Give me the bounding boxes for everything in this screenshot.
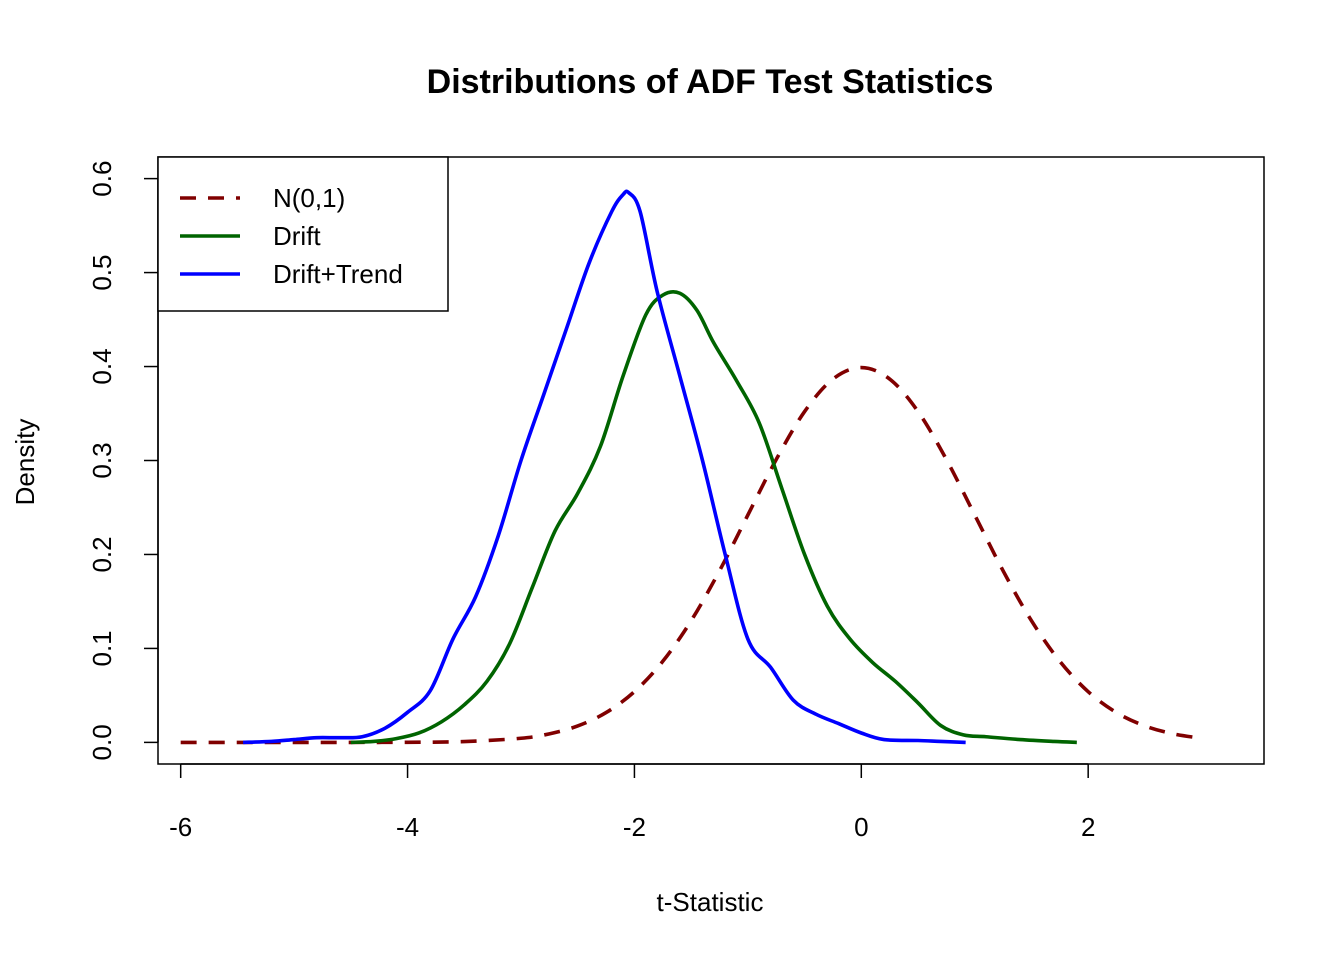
legend-box xyxy=(157,156,449,312)
legend: N(0,1) Drift Drift+Trend xyxy=(157,156,449,312)
y-tick-label: 0.2 xyxy=(87,536,117,572)
series-group xyxy=(180,189,1202,745)
series-line-drift xyxy=(350,289,1077,745)
x-tick-label: -6 xyxy=(169,812,192,842)
legend-label: Drift xyxy=(273,221,321,251)
y-axis-label: Density xyxy=(10,419,40,506)
x-tick-label: -4 xyxy=(396,812,419,842)
y-tick-label: 0.1 xyxy=(87,630,117,666)
y-tick-label: 0.0 xyxy=(87,724,117,760)
y-tick-label: 0.4 xyxy=(87,348,117,384)
y-tick-label: 0.3 xyxy=(87,442,117,478)
x-axis: -6 -4 -2 0 2 xyxy=(169,763,1095,842)
series-line-n-0-1 xyxy=(180,365,1202,745)
x-tick-label: 2 xyxy=(1081,812,1095,842)
y-axis: 0.0 0.1 0.2 0.3 0.4 0.5 0.6 xyxy=(87,161,159,760)
x-tick-label: -2 xyxy=(623,812,646,842)
x-axis-label: t-Statistic xyxy=(657,887,764,917)
series-line-drift-trend xyxy=(243,189,966,745)
legend-label: Drift+Trend xyxy=(273,259,403,289)
y-tick-label: 0.6 xyxy=(87,161,117,197)
y-tick-label: 0.5 xyxy=(87,254,117,290)
legend-label: N(0,1) xyxy=(273,183,345,213)
chart-title: Distributions of ADF Test Statistics xyxy=(427,63,994,101)
x-tick-label: 0 xyxy=(854,812,868,842)
